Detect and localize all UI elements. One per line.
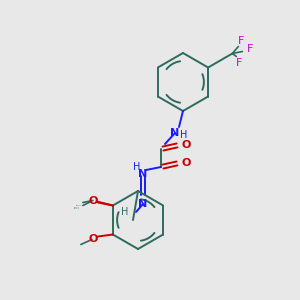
Text: methoxy: methoxy <box>76 204 82 206</box>
Text: F: F <box>247 44 254 55</box>
Text: H: H <box>133 162 141 172</box>
Text: O: O <box>181 158 191 168</box>
Text: H: H <box>180 130 188 140</box>
Text: O: O <box>88 196 98 206</box>
Text: methoxy: methoxy <box>74 207 80 208</box>
Text: O: O <box>181 140 191 150</box>
Text: N: N <box>170 128 180 138</box>
Text: N: N <box>138 199 148 209</box>
Text: F: F <box>236 58 243 68</box>
Text: F: F <box>238 35 244 46</box>
Text: O: O <box>88 233 98 244</box>
Text: H: H <box>121 207 129 217</box>
Text: methoxy: methoxy <box>74 208 80 209</box>
Text: N: N <box>138 169 148 179</box>
